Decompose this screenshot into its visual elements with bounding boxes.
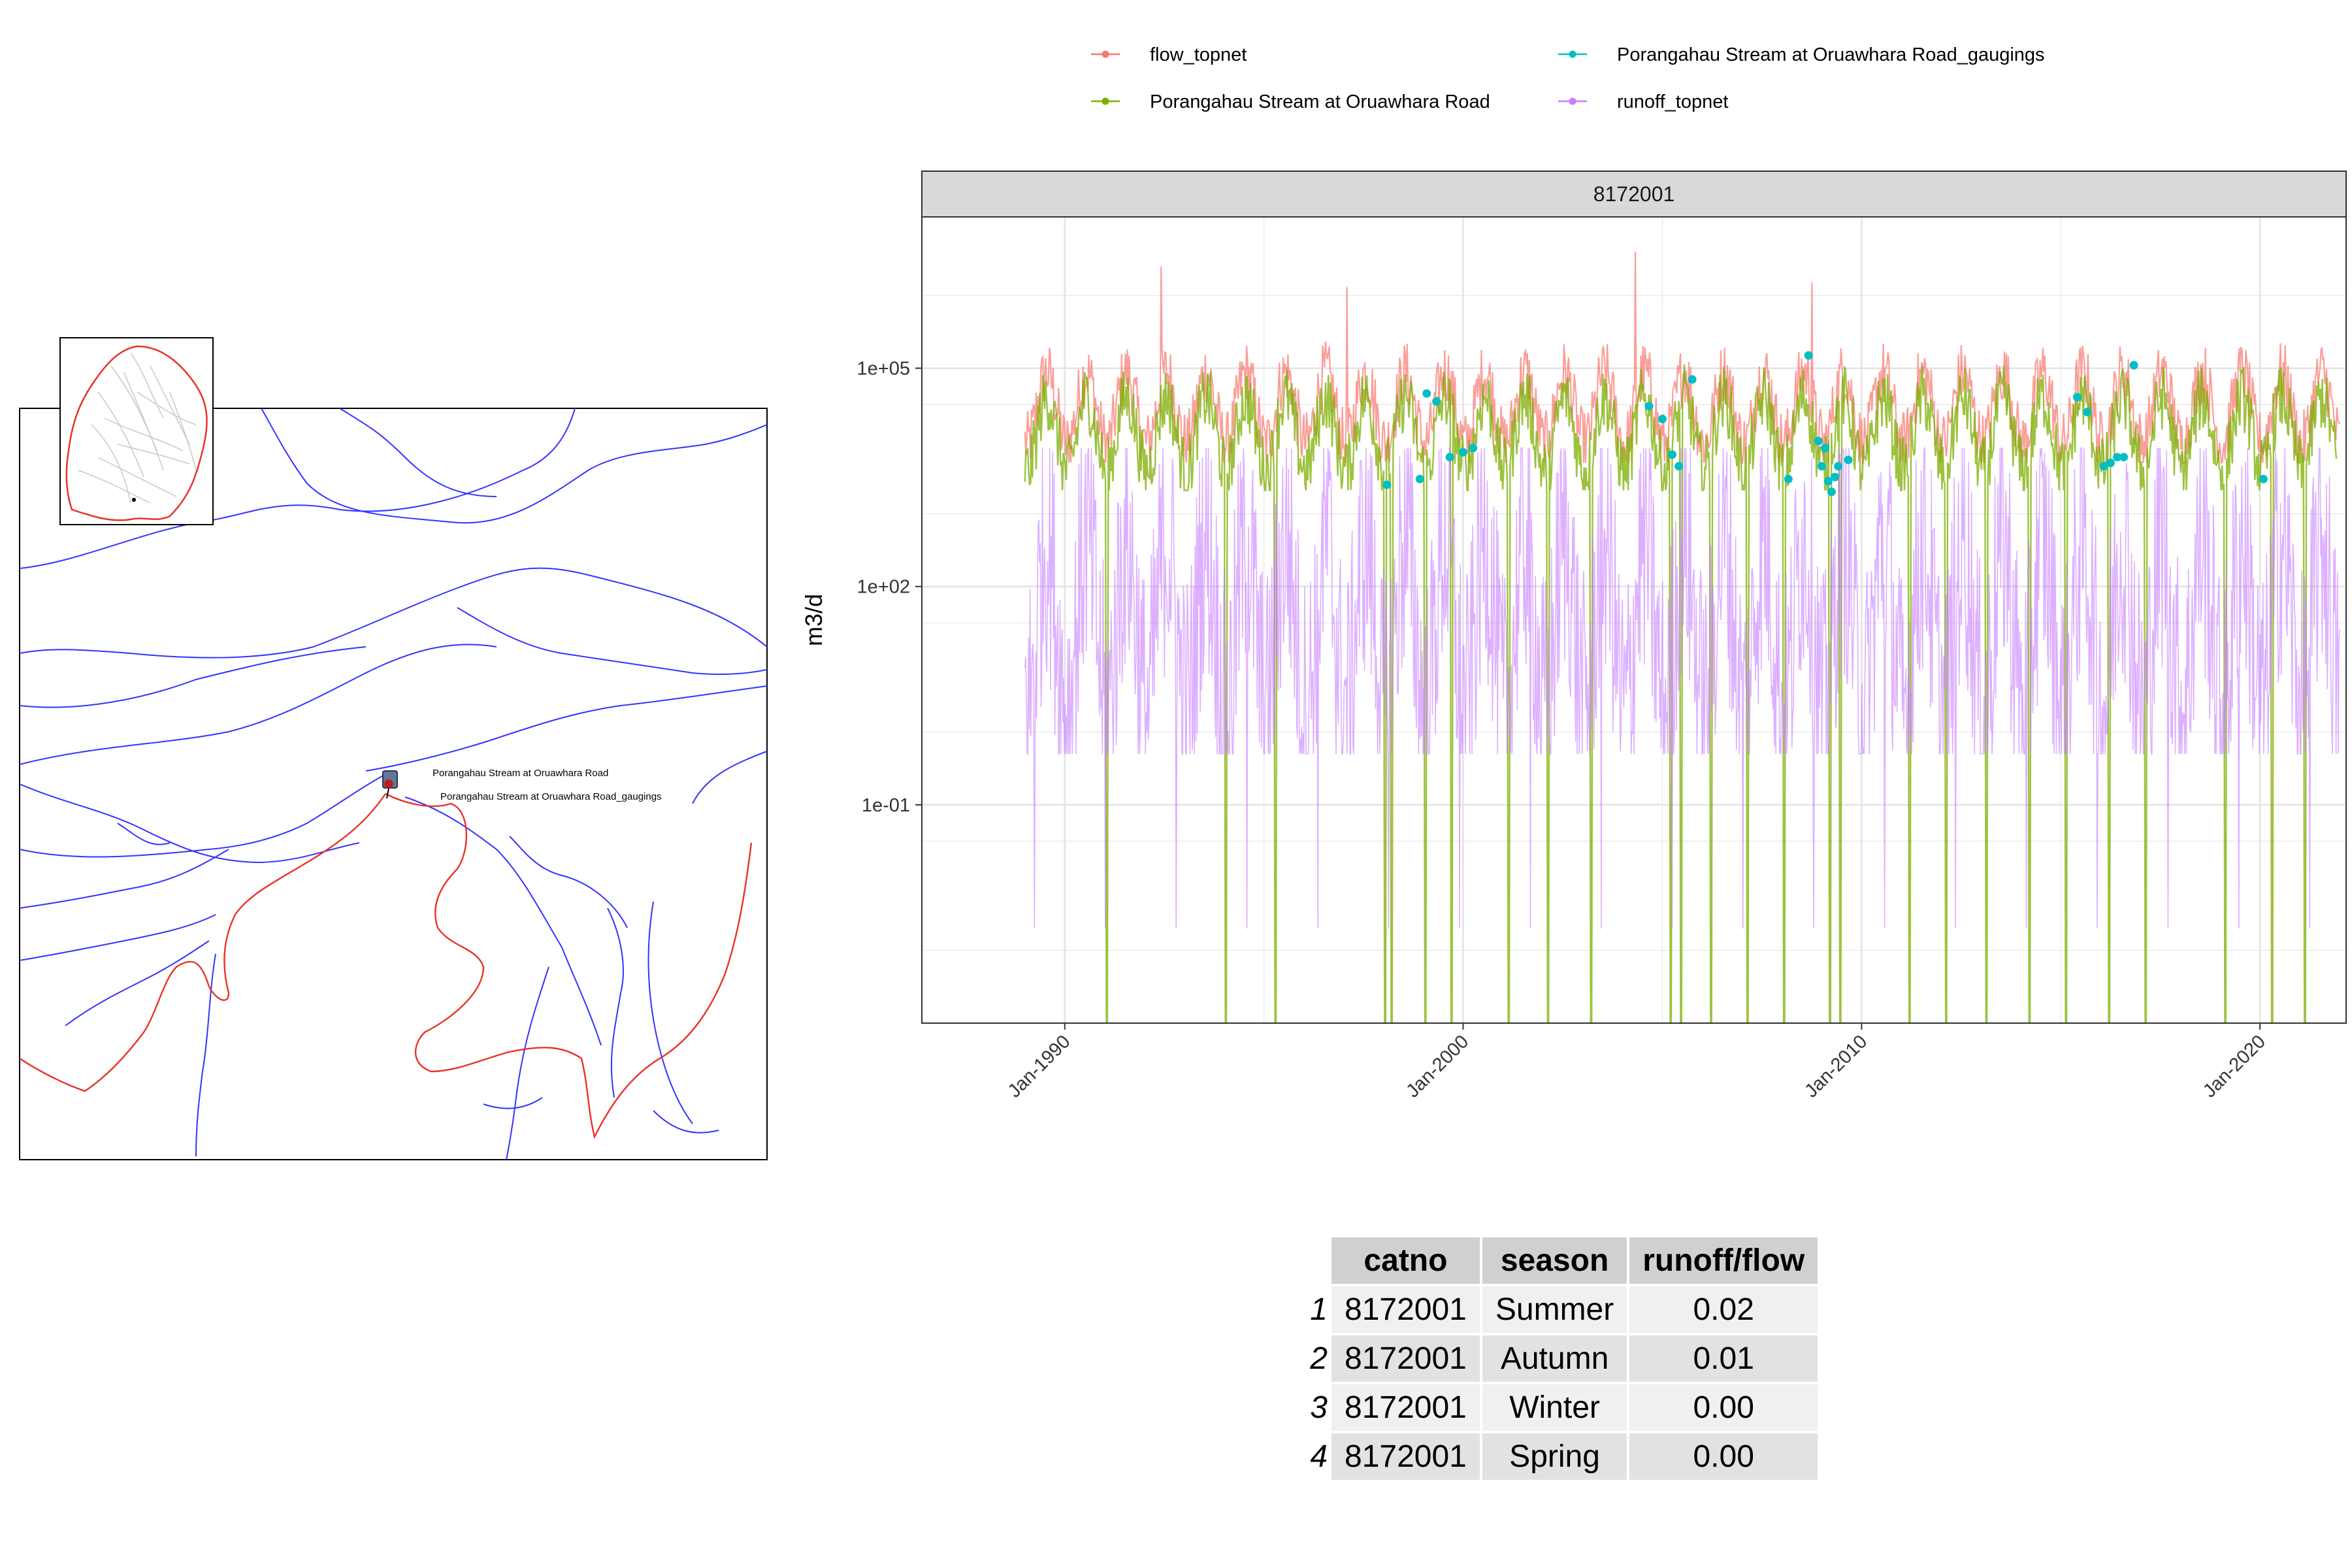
chart-legend: flow_topnet Porangahau Stream at Oruawhar… bbox=[1091, 44, 2045, 112]
row-index: 3 bbox=[1310, 1390, 1328, 1425]
cell-season: Summer bbox=[1482, 1286, 1627, 1333]
gauging-point bbox=[1784, 474, 1793, 483]
cell-catno: 8172001 bbox=[1331, 1433, 1480, 1480]
gauging-point bbox=[2129, 361, 2138, 370]
legend-item: Porangahau Stream at Oruawhara Road bbox=[1091, 91, 1490, 112]
legend-item: Porangahau Stream at Oruawhara Road_gaug… bbox=[1558, 44, 2045, 65]
gauging-point bbox=[1827, 487, 1836, 497]
x-tick-label: Jan-1990 bbox=[1004, 1031, 1075, 1102]
y-tick-label: 1e+02 bbox=[857, 577, 910, 598]
gauging-point bbox=[1844, 455, 1853, 465]
gauging-point bbox=[2099, 462, 2108, 471]
cell-season: Spring bbox=[1482, 1433, 1627, 1480]
row-index: 4 bbox=[1310, 1439, 1328, 1474]
gauging-point bbox=[1804, 351, 1813, 360]
cell-catno: 8172001 bbox=[1331, 1384, 1480, 1431]
cell-season: Winter bbox=[1482, 1384, 1627, 1431]
runoff-ratio-table: catno season runoff/flow 1 8172001 Summe… bbox=[1300, 1235, 1820, 1482]
cell-catno: 8172001 bbox=[1331, 1335, 1480, 1382]
gauging-point bbox=[2072, 393, 2082, 402]
map-gauging-label: Porangahau Stream at Oruawhara Road_gaug… bbox=[440, 791, 662, 802]
gauging-point bbox=[1834, 462, 1843, 471]
legend-item: flow_topnet bbox=[1091, 44, 1247, 65]
gauging-point bbox=[1432, 397, 1441, 406]
gauging-point bbox=[1817, 462, 1826, 471]
table-row: 1 8172001 Summer 0.02 bbox=[1303, 1286, 1818, 1333]
timeseries-chart: 8172001 1e+05 1e+02 1e-01 Jan-1990 Jan-2000… bbox=[800, 171, 2347, 1102]
legend-item: runoff_topnet bbox=[1558, 91, 1728, 112]
legend-label: Porangahau Stream at Oruawhara Road bbox=[1150, 91, 1490, 112]
column-header-ratio: runoff/flow bbox=[1629, 1237, 1818, 1284]
legend-label: flow_topnet bbox=[1150, 44, 1247, 65]
y-axis: 1e+05 1e+02 1e-01 bbox=[857, 359, 922, 816]
legend-label: runoff_topnet bbox=[1617, 91, 1728, 112]
gauging-point bbox=[1459, 448, 1467, 457]
gauging-point bbox=[2113, 453, 2122, 462]
gauging-point bbox=[2259, 474, 2268, 483]
inset-overview-map bbox=[59, 337, 214, 525]
gauging-point bbox=[1415, 474, 1424, 483]
table-row: 3 8172001 Winter 0.00 bbox=[1303, 1384, 1818, 1431]
facet-strip-label: 8172001 bbox=[1593, 182, 1675, 206]
gauging-point bbox=[1658, 414, 1667, 423]
gauging-point bbox=[1644, 402, 1654, 411]
series-line-runoff-topnet bbox=[1024, 446, 2340, 929]
gauging-point bbox=[1422, 389, 1431, 398]
table-row: 2 8172001 Autumn 0.01 bbox=[1303, 1335, 1818, 1382]
x-tick-label: Jan-2010 bbox=[1801, 1031, 1871, 1102]
legend-key-point bbox=[1569, 50, 1576, 58]
legend-key-point bbox=[1102, 50, 1109, 58]
row-index: 2 bbox=[1310, 1341, 1328, 1376]
legend-key-point bbox=[1569, 97, 1576, 105]
gauging-point bbox=[1445, 453, 1454, 462]
cell-ratio: 0.00 bbox=[1629, 1384, 1818, 1431]
cell-season: Autumn bbox=[1482, 1335, 1627, 1382]
catchment-map: Porangahau Stream at Oruawhara Road Pora… bbox=[19, 337, 768, 1160]
table-row: 4 8172001 Spring 0.00 bbox=[1303, 1433, 1818, 1480]
y-tick-label: 1e-01 bbox=[862, 795, 910, 816]
x-tick-label: Jan-2020 bbox=[2199, 1031, 2270, 1102]
gauging-point bbox=[2083, 408, 2092, 417]
x-tick-label: Jan-2000 bbox=[1402, 1031, 1473, 1102]
catchment-boundary bbox=[20, 792, 753, 1139]
gauging-point bbox=[1469, 444, 1478, 453]
gauging-point bbox=[1688, 375, 1697, 384]
gauging-point bbox=[1382, 480, 1392, 489]
x-axis: Jan-1990 Jan-2000 Jan-2010 Jan-2020 bbox=[1004, 1023, 2270, 1102]
y-axis-label: m3/d bbox=[800, 594, 827, 646]
row-index: 1 bbox=[1310, 1292, 1328, 1327]
plot-border bbox=[921, 216, 2347, 1024]
gauging-point bbox=[1821, 444, 1830, 453]
gauging-points bbox=[1382, 351, 2268, 497]
column-header-season: season bbox=[1482, 1237, 1627, 1284]
river-network bbox=[20, 408, 767, 1160]
table-header-row: catno season runoff/flow bbox=[1303, 1237, 1818, 1284]
gauging-point bbox=[1823, 477, 1833, 485]
map-site-label: Porangahau Stream at Oruawhara Road bbox=[433, 768, 608, 779]
legend-key-point bbox=[1102, 97, 1109, 105]
cell-ratio: 0.00 bbox=[1629, 1433, 1818, 1480]
gauging-point bbox=[2106, 459, 2115, 467]
legend-label: Porangahau Stream at Oruawhara Road_gaug… bbox=[1617, 44, 2045, 65]
cell-ratio: 0.02 bbox=[1629, 1286, 1818, 1333]
gauging-point bbox=[2119, 453, 2129, 462]
cell-ratio: 0.01 bbox=[1629, 1335, 1818, 1382]
station-marker[interactable] bbox=[382, 770, 398, 799]
gauging-point bbox=[1831, 472, 1839, 482]
gauging-point bbox=[1814, 436, 1823, 446]
cell-catno: 8172001 bbox=[1331, 1286, 1480, 1333]
gauging-point bbox=[1668, 450, 1676, 459]
gauging-point bbox=[1674, 462, 1684, 471]
y-tick-label: 1e+05 bbox=[857, 359, 910, 380]
column-header-catno: catno bbox=[1331, 1237, 1480, 1284]
facet-strip bbox=[921, 171, 2347, 218]
table-corner bbox=[1303, 1237, 1329, 1284]
